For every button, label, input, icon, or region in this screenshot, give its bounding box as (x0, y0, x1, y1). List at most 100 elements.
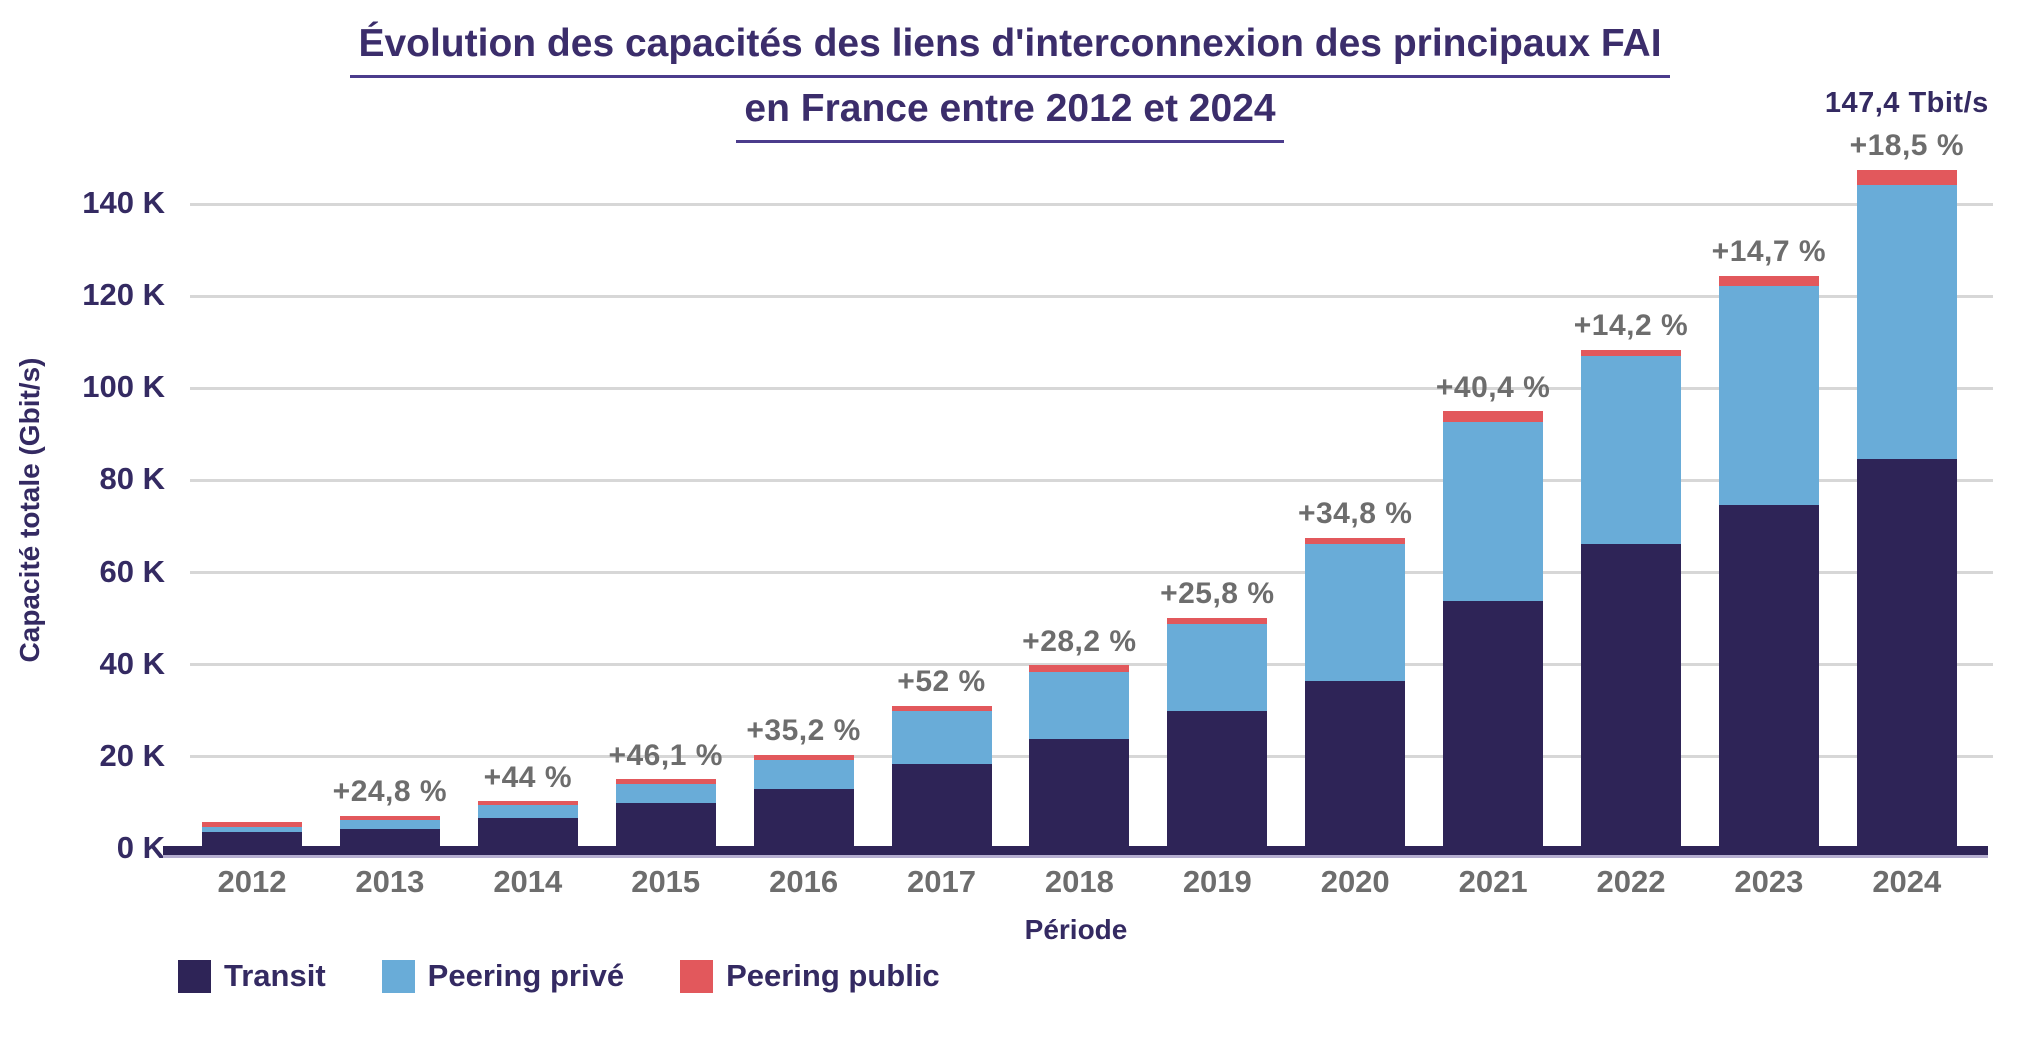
bar-segment-peering-privé (1581, 356, 1681, 544)
bar-segment-transit (753, 788, 854, 849)
year-label: 2016 (769, 864, 839, 899)
bar-annotation: +46,1 % (496, 739, 836, 774)
growth-label: +25,8 % (1160, 577, 1275, 611)
legend-swatch-transit (178, 959, 211, 993)
peak-total-label: 147,4 Tbit/s (1824, 87, 1989, 120)
gridline (190, 294, 1993, 298)
legend-label: Peering privé (427, 958, 625, 993)
bar-segment-peering-privé (202, 826, 302, 833)
bar-segment-transit (1718, 505, 1819, 849)
y-tick-label: 0 K (116, 830, 165, 865)
y-tick-label: 100 K (82, 369, 165, 405)
year-label: 2014 (493, 864, 563, 899)
bar-segment-peering-privé (1167, 623, 1268, 711)
legend-item: Peering privé (381, 958, 625, 994)
bar-2012 (202, 822, 302, 849)
growth-label: +46,1 % (608, 738, 723, 772)
legend: Transit Peering privé Peering public (178, 958, 940, 994)
growth-label: +14,7 % (1711, 235, 1827, 269)
bar-segment-peering-public (1718, 275, 1819, 286)
gridline (190, 663, 1993, 667)
bar-2016 (753, 754, 854, 849)
bar-segment-peering-public (891, 705, 992, 711)
year-label: 2024 (1872, 864, 1942, 899)
gridline (190, 202, 1993, 206)
bar-segment-transit (1856, 459, 1957, 849)
x-axis-title: Période (1024, 914, 1128, 945)
bar-2015 (615, 779, 716, 849)
year-label: 2012 (217, 864, 287, 899)
bar-2013 (339, 815, 440, 849)
chart-title: Évolution des capacités des liens d'inte… (0, 22, 2020, 143)
legend-label: Transit (224, 958, 326, 993)
gridline (190, 386, 1993, 390)
year-label: 2015 (631, 864, 701, 899)
bar-segment-transit (1581, 543, 1681, 849)
gridline (190, 571, 1993, 575)
bar-segment-peering-public (1581, 349, 1681, 357)
growth-label: +28,2 % (1022, 624, 1137, 658)
x-axis-line (163, 846, 1988, 858)
legend-label: Peering public (726, 958, 940, 993)
bar-segment-peering-public (202, 822, 302, 827)
bar-segment-transit (1029, 738, 1130, 849)
bar-annotation: +35,2 % (634, 714, 974, 749)
y-tick-label: 40 K (99, 645, 165, 681)
bar-segment-peering-privé (1718, 285, 1819, 506)
bar-annotation: +44 % (358, 761, 698, 796)
bar-segment-transit (1443, 600, 1544, 849)
bar-segment-peering-privé (339, 819, 440, 829)
y-tick-label: 60 K (99, 553, 165, 589)
bar-segment-peering-public (477, 801, 578, 806)
legend-item: Peering public (680, 958, 940, 994)
year-label: 2020 (1320, 864, 1390, 899)
bar-segment-peering-public (339, 815, 440, 820)
bar-segment-peering-privé (891, 710, 992, 764)
year-label: 2019 (1182, 864, 1252, 899)
growth-label: +34,8 % (1297, 497, 1413, 531)
growth-label: +40,4 % (1435, 370, 1551, 404)
chart-title-line1: Évolution des capacités des liens d'inte… (350, 22, 1670, 78)
growth-label: +14,2 % (1573, 309, 1689, 343)
year-label: 2021 (1458, 864, 1528, 899)
bar-annotation: +52 % (772, 665, 1112, 700)
year-label: 2018 (1044, 864, 1114, 899)
bar-2024 (1856, 169, 1957, 849)
bar-annotation: 147,4 Tbit/s +18,5 % (1737, 87, 2020, 164)
bar-segment-transit (1305, 680, 1406, 849)
bar-2021 (1443, 411, 1544, 849)
bar-segment-peering-public (615, 779, 716, 784)
y-tick-label: 120 K (82, 277, 165, 313)
bar-annotation: +25,8 % (1047, 577, 1387, 612)
bar-2017 (891, 705, 992, 849)
bar-2014 (477, 801, 578, 849)
growth-label: +35,2 % (746, 714, 861, 748)
year-label: 2017 (907, 864, 976, 899)
legend-swatch-peering-privé (381, 959, 415, 993)
bar-annotation: +28,2 % (909, 625, 1249, 660)
bar-segment-peering-privé (1029, 672, 1130, 739)
bar-annotation: +14,2 % (1461, 309, 1801, 344)
year-label: 2023 (1734, 864, 1804, 899)
y-tick-label: 140 K (82, 185, 165, 220)
bar-2019 (1167, 617, 1268, 849)
bar-segment-transit (1167, 710, 1268, 849)
bar-segment-peering-privé (615, 783, 716, 803)
bar-annotation: +40,4 % (1323, 371, 1663, 406)
bar-annotation: +14,7 % (1599, 235, 1939, 270)
bar-segment-peering-public (1443, 411, 1544, 422)
bar-segment-peering-privé (1856, 185, 1957, 460)
gridline (190, 478, 1993, 482)
y-axis-title: Capacité totale (Gbit/s) (14, 357, 45, 663)
year-label: 2022 (1596, 864, 1666, 899)
bar-segment-peering-privé (1443, 421, 1544, 601)
bar-segment-transit (477, 818, 578, 849)
bar-2023 (1718, 275, 1819, 849)
bar-segment-transit (615, 802, 716, 849)
bar-segment-peering-privé (1305, 543, 1406, 681)
bar-annotation: +24,8 % (220, 775, 560, 810)
legend-item: Transit (178, 958, 326, 994)
bar-segment-peering-public (1856, 169, 1957, 186)
y-tick-label: 20 K (99, 737, 165, 773)
growth-label: +44 % (483, 760, 572, 794)
